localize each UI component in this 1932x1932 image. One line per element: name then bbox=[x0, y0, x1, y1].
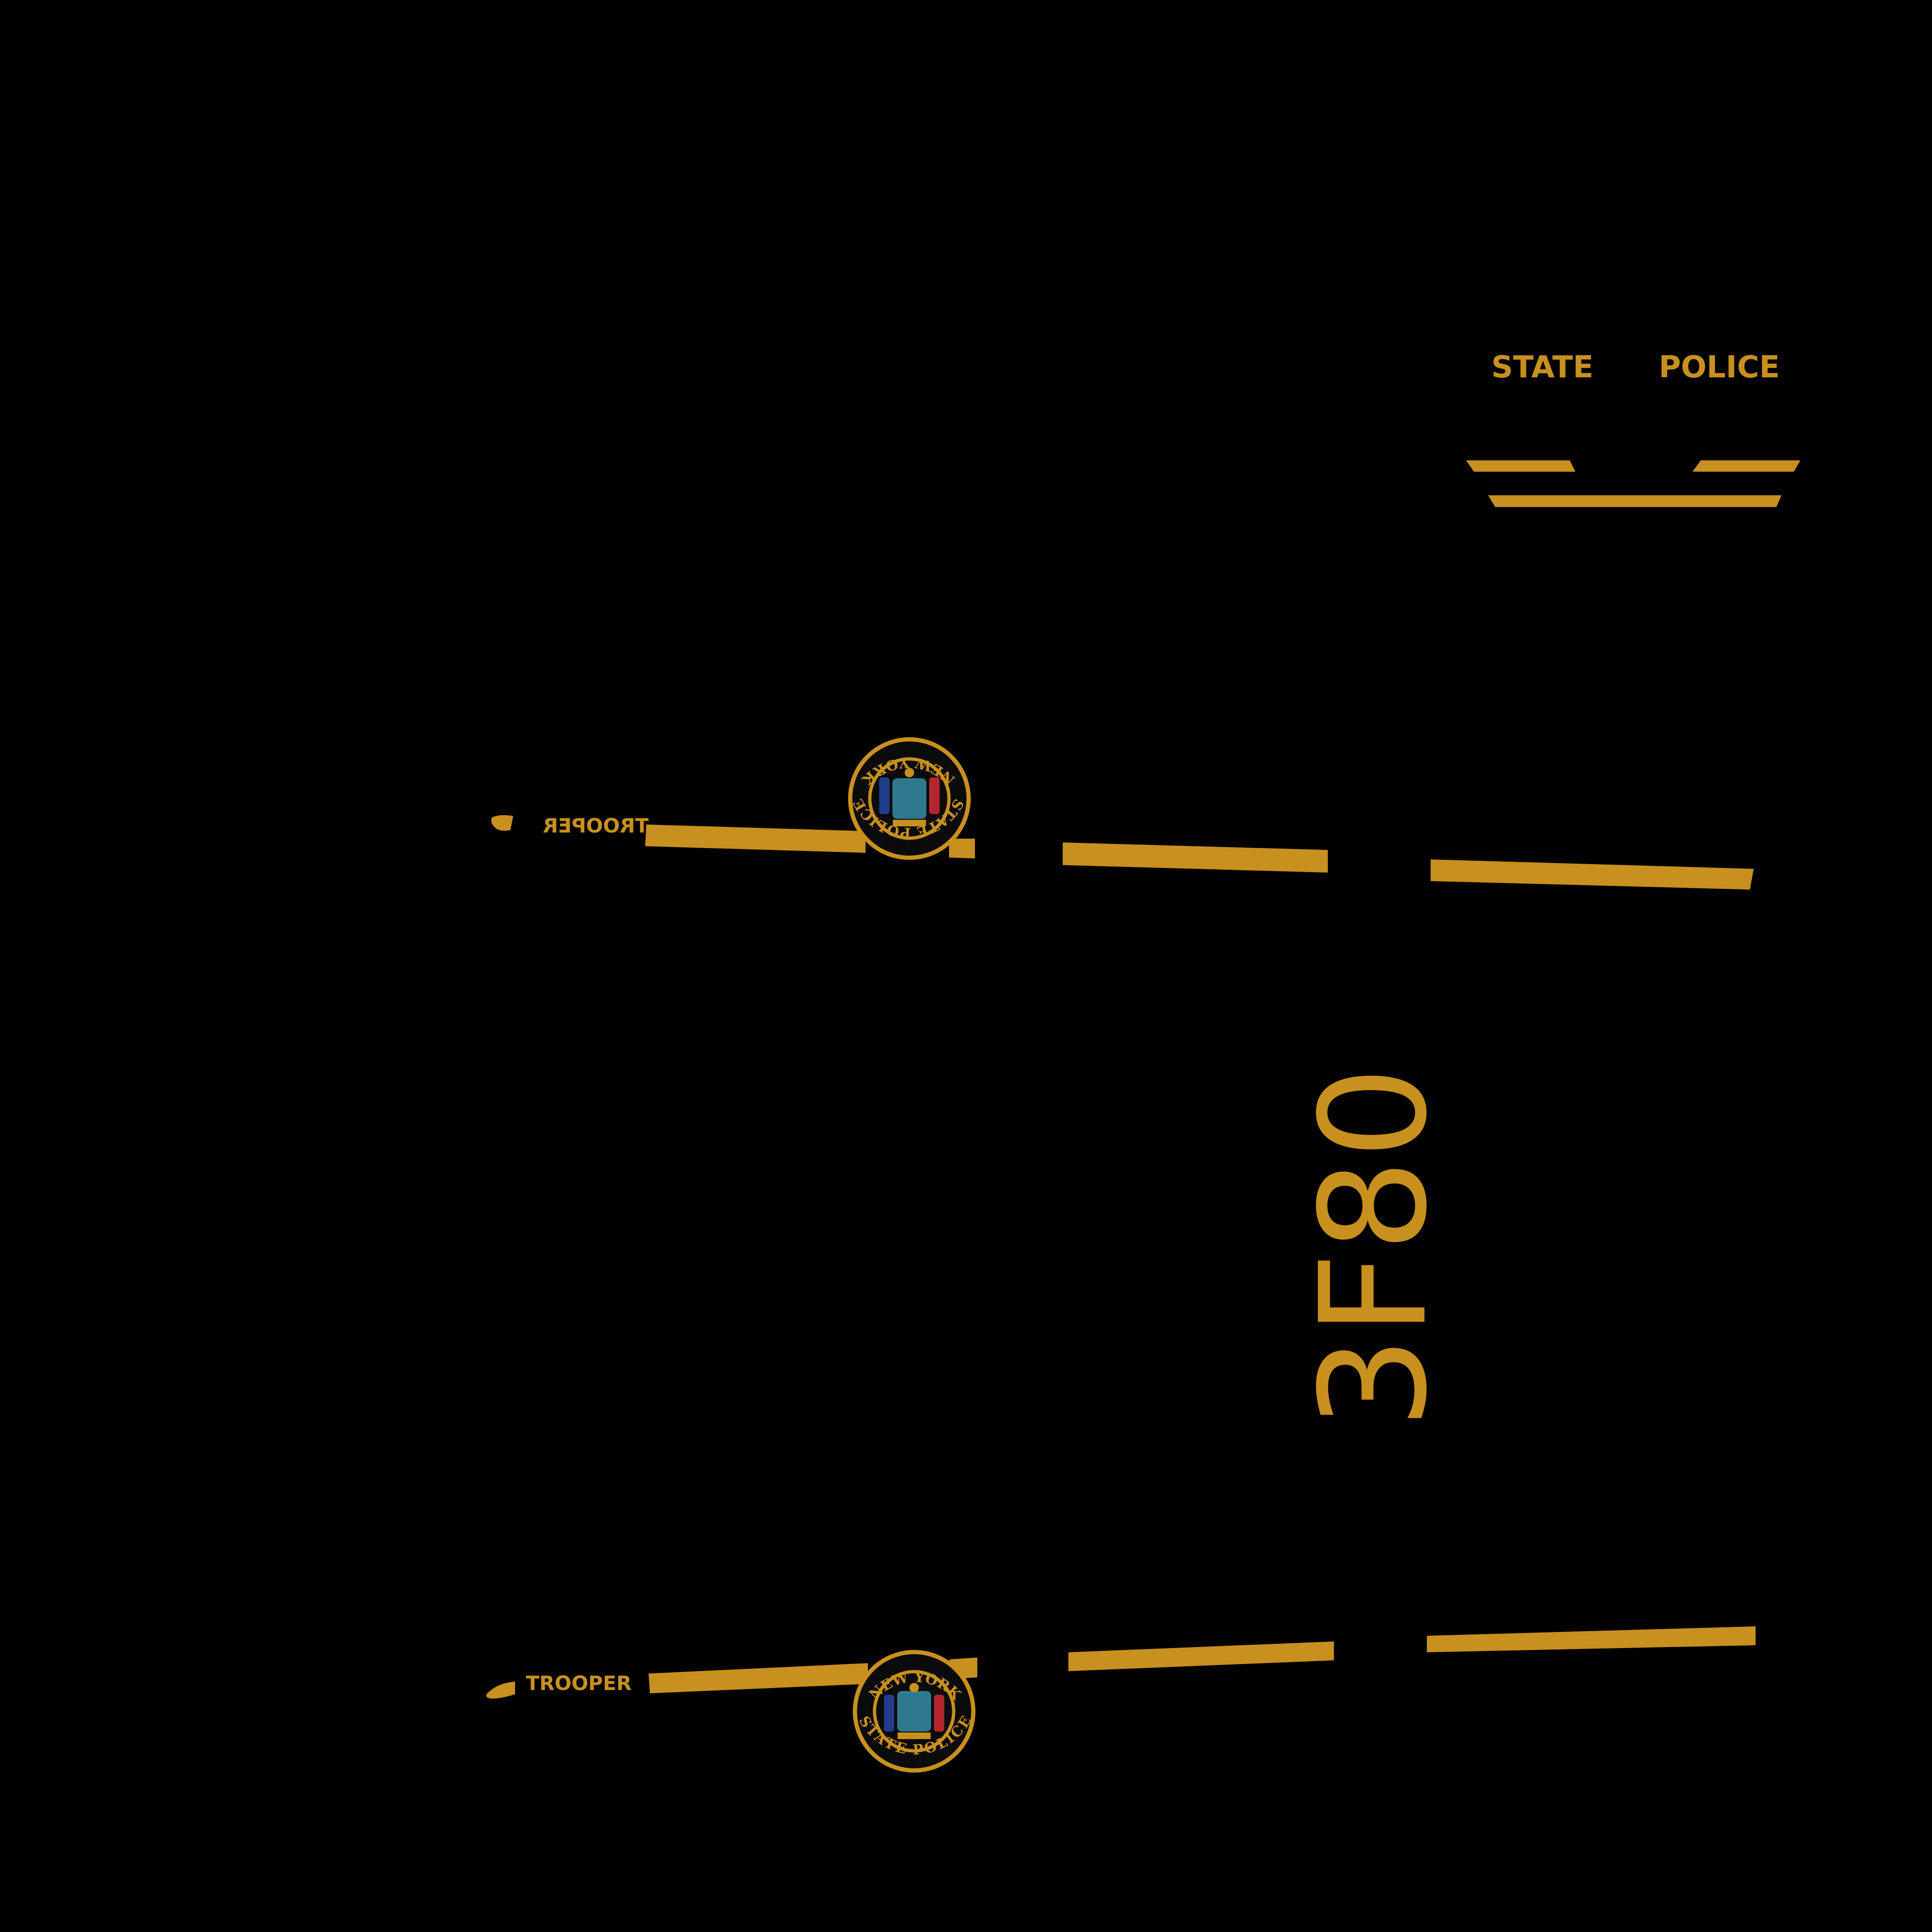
side-lower-stripe-1 bbox=[649, 1663, 868, 1693]
roof-chevron-right bbox=[1692, 460, 1800, 472]
side-upper-seal: STATE POLICE NEW YORK bbox=[848, 737, 971, 860]
side-lower-label: TROOPER bbox=[526, 1672, 632, 1695]
unit-number: 3F80 bbox=[1289, 1066, 1459, 1429]
side-upper-stripe-1 bbox=[645, 824, 866, 853]
side-lower-stripe-4 bbox=[1427, 1626, 1756, 1652]
side-lower-tip bbox=[486, 1682, 515, 1699]
roof-graphics: STATE POLICE bbox=[1466, 350, 1800, 507]
roof-word-police: POLICE bbox=[1659, 350, 1780, 385]
side-lower: TROOPER NEW YORK STATE POLICE bbox=[486, 1626, 1756, 1773]
side-upper-stripe-3 bbox=[1063, 842, 1328, 873]
roof-bar-lower bbox=[1488, 495, 1782, 507]
side-lower-seal: NEW YORK STATE POLICE bbox=[853, 1650, 975, 1773]
side-upper-tip bbox=[491, 815, 513, 831]
side-upper-stripe-2 bbox=[949, 839, 975, 858]
side-lower-stripe-3 bbox=[1068, 1641, 1334, 1671]
side-upper: TROOPER STATE POLICE NEW YORK bbox=[491, 737, 1754, 890]
roof-word-state: STATE bbox=[1491, 350, 1594, 385]
side-upper-stripe-4 bbox=[1431, 859, 1754, 890]
roof-chevron-left bbox=[1466, 460, 1575, 472]
side-upper-label: TROOPER bbox=[543, 814, 649, 837]
